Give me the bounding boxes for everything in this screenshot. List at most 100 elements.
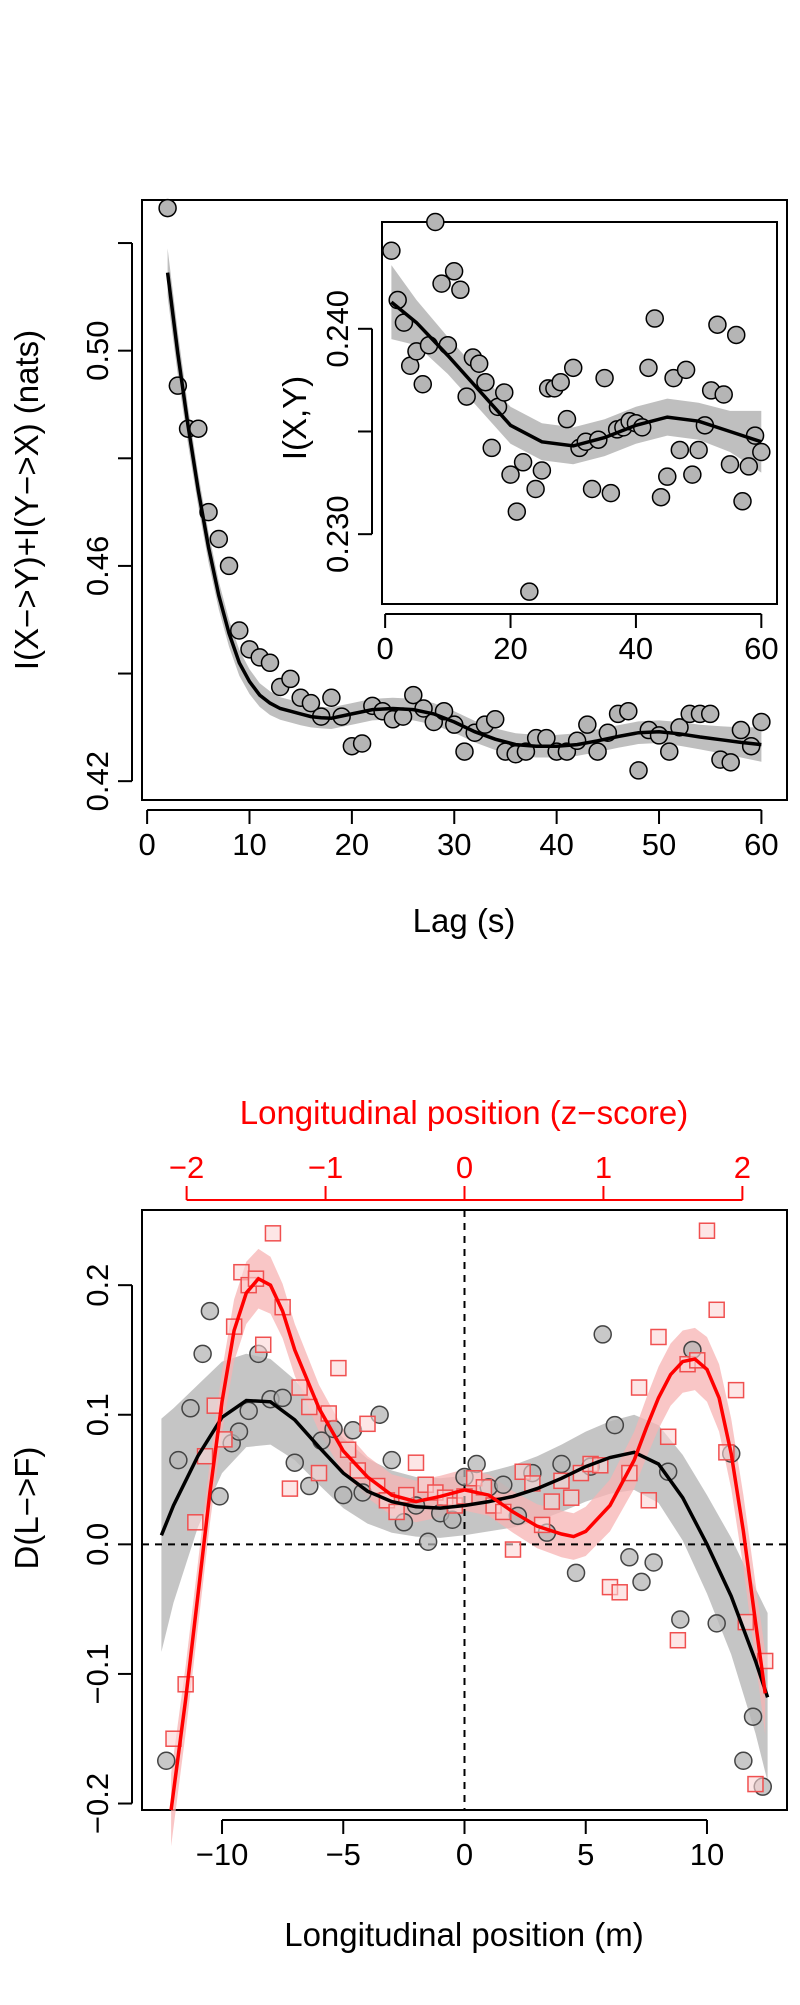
inset-data-point (557, 409, 577, 429)
inset-x-tick-label: 20 (493, 631, 527, 666)
inset-data-point (413, 374, 433, 394)
red-data-point (669, 1631, 687, 1649)
inset-data-point (720, 455, 740, 474)
black-data-point (671, 1610, 690, 1629)
black-data-point (743, 1707, 763, 1726)
inset-data-point (601, 483, 621, 503)
inset-data-point (658, 467, 677, 486)
black-data-point (593, 1325, 612, 1344)
main-data-point (281, 669, 300, 689)
red-data-point (330, 1359, 347, 1377)
main-x-tick-label: 10 (232, 827, 266, 862)
red-data-point (659, 1428, 677, 1446)
bottom-x-tick-label: 5 (577, 1837, 594, 1872)
black-data-point (210, 1487, 229, 1506)
red-data-point (650, 1328, 667, 1346)
red-data-point (310, 1464, 328, 1482)
red-data-point (187, 1514, 204, 1531)
main-data-point (485, 710, 505, 729)
red-data-point (640, 1492, 658, 1509)
black-data-point (552, 1454, 571, 1474)
red-data-point (727, 1381, 745, 1399)
bottom-x-tick-label: 10 (690, 1837, 724, 1872)
red-data-point (359, 1415, 376, 1433)
inset-data-point (689, 440, 708, 460)
inset-data-point (526, 479, 545, 499)
black-fit-band (161, 1353, 768, 1782)
bottom-reference-lines (142, 1210, 787, 1810)
bottom-y-tick-label: −0.2 (80, 1773, 115, 1834)
main-data-point (352, 734, 372, 753)
inset-data-point (683, 465, 702, 484)
main-data-point (158, 198, 177, 218)
inset-fit-line (390, 300, 762, 448)
black-data-point (418, 1532, 438, 1551)
black-data-point (632, 1572, 651, 1592)
inset-data-point (645, 309, 664, 328)
inset-data-point (726, 325, 746, 345)
main-data-point (578, 715, 597, 734)
main-smooth-curve (165, 272, 762, 748)
main-x-tick-label: 30 (437, 827, 471, 862)
main-data-point (322, 688, 341, 708)
black-data-point (300, 1476, 319, 1496)
black-data-point (334, 1485, 353, 1505)
main-data-point (731, 720, 751, 740)
bottom-points (156, 1222, 774, 1796)
main-data-point (649, 726, 669, 745)
bottom-x-axis: −10 −5 0 5 10 (196, 1819, 724, 1872)
main-data-point (219, 556, 239, 576)
red-data-point (388, 1503, 405, 1521)
main-x-tick-label: 0 (138, 827, 155, 862)
inset-data-point (739, 457, 759, 476)
inset-data-point (507, 502, 527, 521)
bottom-chart: −10 −5 0 5 10 −2 −1 0 1 2 −0.2−0.10.00.10.2 Long… (8, 1094, 788, 1953)
bottom-x-tick-label: 0 (456, 1837, 473, 1872)
main-data-point (230, 621, 249, 640)
bottom-y-tick-label: 0.0 (80, 1523, 115, 1566)
black-fit-line (159, 1398, 770, 1698)
bottom-top-x-tick-label: −2 (169, 1150, 204, 1185)
main-chart: 0 10 20 30 40 50 60 0.42 0.46 0.50 Lag (s) I(X−>… (8, 198, 788, 939)
red-fit-band (171, 1248, 766, 1847)
inset-data-point (476, 372, 495, 392)
black-data-point (605, 1415, 625, 1435)
black-data-point (382, 1450, 402, 1470)
inset-data-point (419, 335, 439, 355)
red-data-point (281, 1480, 299, 1497)
bottom-x-tick-label: −10 (196, 1837, 249, 1872)
main-y-axis: 0.42 0.46 0.50 (80, 242, 133, 811)
main-y-tick-label: 0.46 (80, 536, 115, 596)
inset-data-point (426, 212, 445, 232)
inset-data-point (520, 582, 539, 601)
red-data-point (264, 1225, 282, 1242)
black-data-point (620, 1548, 639, 1567)
main-data-point (455, 742, 474, 761)
inset-confidence-band (391, 265, 762, 473)
inset-chart: 0 20 40 60 0.230 0.240 I(X,Y) (276, 212, 779, 666)
inset-data-point (551, 372, 570, 392)
main-data-point (404, 685, 423, 705)
red-data-point (291, 1379, 308, 1396)
inset-x-tick-label: 0 (377, 631, 394, 666)
black-data-point (494, 1475, 513, 1494)
main-data-point (670, 718, 689, 737)
main-y-tick-label: 0.42 (80, 751, 115, 811)
inset-data-point (708, 315, 727, 334)
red-data-point (247, 1270, 265, 1287)
inset-points (382, 212, 771, 601)
inset-y-axis-title: I(X,Y) (276, 376, 313, 460)
bottom-y-axis-title: D(L−>F) (8, 1447, 45, 1570)
black-data-point (644, 1553, 663, 1572)
red-data-point (747, 1775, 764, 1793)
inset-y-axis: 0.230 0.240 (320, 290, 373, 573)
inset-data-point (444, 262, 464, 281)
black-data-point (566, 1563, 586, 1583)
inset-data-point (714, 385, 733, 404)
inset-data-point (582, 479, 602, 499)
main-y-tick-label: 0.50 (80, 321, 115, 381)
bottom-y-tick-label: 0.1 (80, 1393, 115, 1436)
inset-data-point (469, 354, 489, 373)
red-data-point (708, 1301, 725, 1319)
